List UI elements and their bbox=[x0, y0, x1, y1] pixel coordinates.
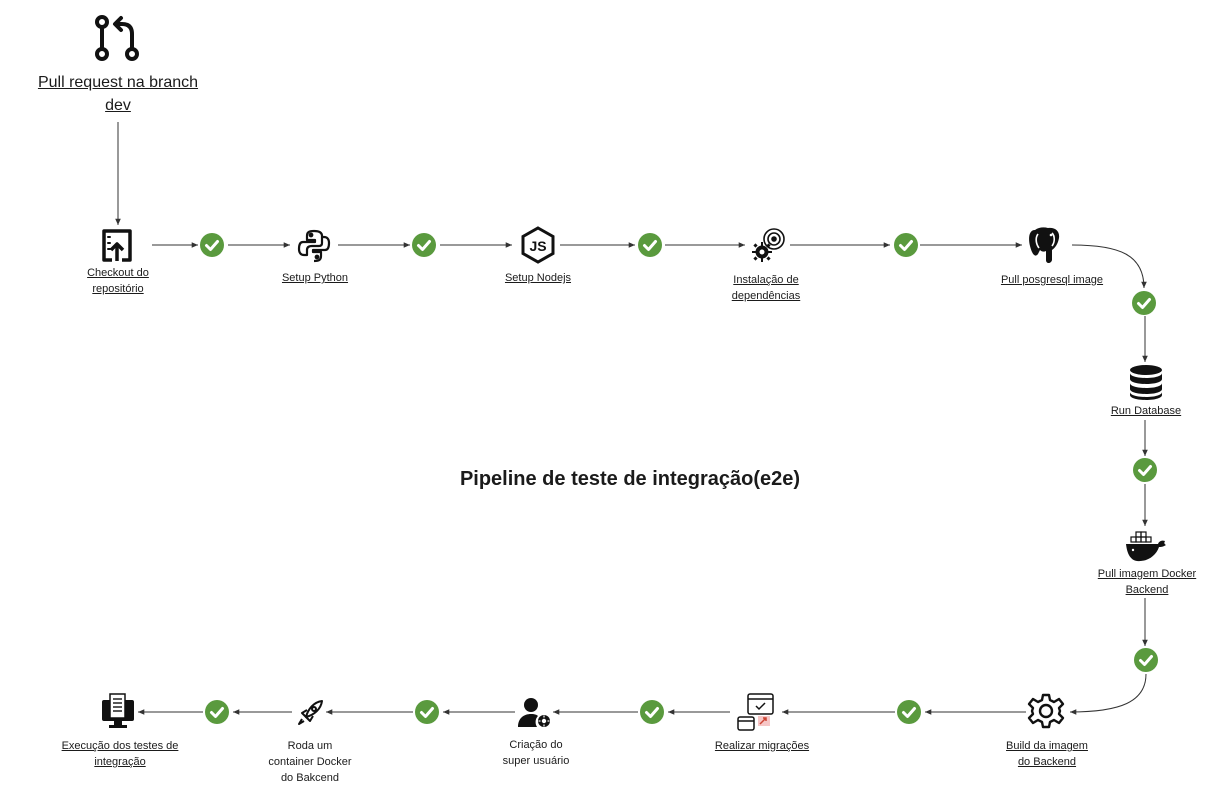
svg-text:JS: JS bbox=[529, 238, 546, 254]
check-icon bbox=[640, 700, 664, 724]
check-icon bbox=[894, 233, 918, 257]
diagram-title: Pipeline de teste de integração(e2e) bbox=[459, 468, 801, 490]
migrations-label: Realizar migrações bbox=[714, 740, 810, 752]
check-icon bbox=[638, 233, 662, 257]
rocket-icon bbox=[296, 699, 324, 727]
check-icon bbox=[1132, 291, 1156, 315]
migration-windows-icon bbox=[736, 692, 776, 732]
checkout-label: Checkout do repositório bbox=[87, 267, 149, 295]
check-icon bbox=[1133, 458, 1157, 482]
docker-whale-icon bbox=[1124, 530, 1168, 564]
check-icon bbox=[1134, 648, 1158, 672]
gear-icon bbox=[1027, 692, 1065, 730]
arrow-check7-build bbox=[1069, 673, 1147, 715]
install-deps-label: Instalação de dependências bbox=[731, 274, 801, 302]
git-pull-request-icon bbox=[92, 14, 142, 64]
database-icon bbox=[1128, 364, 1164, 400]
nodejs-icon: JS bbox=[519, 226, 557, 264]
superuser-label: Criação do super usuário bbox=[502, 739, 570, 767]
check-icon bbox=[897, 700, 921, 724]
pull-postgres-label: Pull posgresql image bbox=[1000, 274, 1104, 286]
setup-nodejs-label: Setup Nodejs bbox=[504, 272, 572, 284]
check-icon bbox=[415, 700, 439, 724]
tests-label: Execução dos testes de integração bbox=[61, 740, 179, 768]
check-icon bbox=[412, 233, 436, 257]
gears-icon bbox=[750, 226, 788, 264]
run-container-label: Roda um container Docker do Bakcend bbox=[268, 740, 352, 784]
user-gear-icon bbox=[518, 697, 552, 729]
checkout-upload-icon bbox=[100, 228, 134, 262]
run-database-label: Run Database bbox=[1110, 405, 1182, 417]
check-icon bbox=[200, 233, 224, 257]
postgresql-elephant-icon bbox=[1026, 224, 1068, 266]
build-label: Build da imagem do Backend bbox=[1006, 740, 1088, 768]
pull-request-label: Pull request na branch dev bbox=[37, 74, 199, 114]
check-icon bbox=[205, 700, 229, 724]
setup-python-label: Setup Python bbox=[281, 272, 349, 284]
monitor-checklist-icon bbox=[100, 692, 136, 730]
arrow-postgres-check5 bbox=[1071, 244, 1147, 289]
python-icon bbox=[296, 228, 332, 264]
pull-docker-label: Pull imagem Docker Backend bbox=[1097, 568, 1197, 596]
